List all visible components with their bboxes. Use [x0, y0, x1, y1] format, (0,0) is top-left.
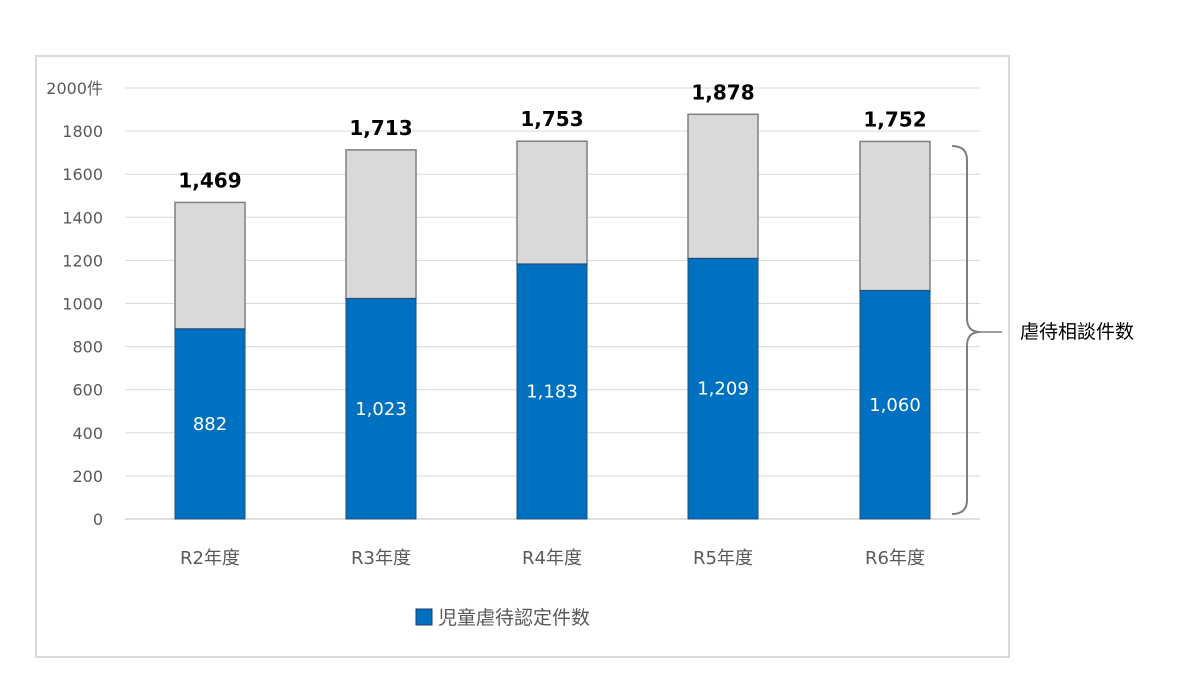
y-tick-label: 1000 — [62, 295, 103, 314]
bar-segment-gray — [687, 113, 759, 260]
bar-segment-blue — [345, 298, 417, 520]
bar-segment-blue — [859, 290, 931, 520]
inner-data-label: 1,023 — [355, 399, 407, 420]
bars: 882 1,469 1,023 1,713 1,183 1,753 1,209 1,878 1,… — [174, 80, 931, 520]
y-tick-label: 400 — [72, 424, 103, 443]
bar-segment-gray — [174, 201, 246, 330]
y-tick-label: 0 — [93, 510, 103, 529]
inner-data-label: 1,183 — [526, 382, 578, 403]
legend: 児童虐待認定件数 — [415, 607, 590, 629]
legend-label: 児童虐待認定件数 — [438, 607, 590, 629]
brace-shape — [951, 145, 981, 515]
x-axis: R2年度 R3年度 R4年度 R5年度 R6年度 — [180, 548, 925, 569]
bar-segment-blue — [687, 257, 759, 520]
x-tick-label: R4年度 — [522, 548, 582, 569]
y-tick-label: 1800 — [62, 122, 103, 141]
bar-segment-gray — [859, 140, 931, 292]
bar-segment-gray — [516, 140, 588, 265]
y-tick-label: 1600 — [62, 165, 103, 184]
brace-label: 虐待相談件数 — [1020, 321, 1134, 343]
y-tick-label: 200 — [72, 467, 103, 486]
y-tick-label: 800 — [72, 338, 103, 357]
total-data-label: 1,752 — [863, 107, 926, 131]
total-data-label: 1,878 — [691, 80, 754, 104]
total-data-label: 1,713 — [349, 116, 412, 140]
inner-data-label: 882 — [193, 414, 227, 435]
brace-annotation: 虐待相談件数 — [951, 145, 1134, 515]
y-tick-label: 1400 — [62, 208, 103, 227]
x-tick-label: R5年度 — [693, 548, 753, 569]
y-tick-label: 1200 — [62, 251, 103, 270]
y-tick-label: 2000件 — [46, 79, 103, 98]
bar-segment-gray — [345, 149, 417, 300]
legend-swatch — [415, 608, 433, 626]
chart-frame — [35, 55, 1010, 658]
y-tick-label: 600 — [72, 381, 103, 400]
x-tick-label: R3年度 — [351, 548, 411, 569]
total-data-label: 1,753 — [520, 107, 583, 131]
y-axis: 0 200 400 600 800 1000 1200 1400 1600 1800 2000件 — [46, 79, 103, 529]
total-data-label: 1,469 — [178, 168, 241, 192]
x-tick-label: R6年度 — [865, 548, 925, 569]
inner-data-label: 1,209 — [697, 379, 749, 400]
inner-data-label: 1,060 — [869, 395, 921, 416]
bar-segment-blue — [174, 328, 246, 520]
bar-segment-blue — [516, 263, 588, 520]
x-tick-label: R2年度 — [180, 548, 240, 569]
